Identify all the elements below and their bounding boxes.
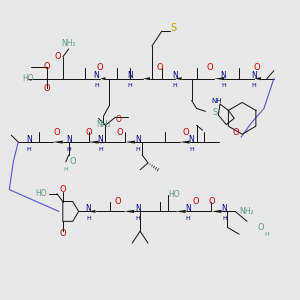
Text: O: O <box>192 197 199 206</box>
Text: N: N <box>189 135 194 144</box>
Text: O: O <box>69 158 76 166</box>
Text: N: N <box>98 135 103 144</box>
Text: NH₂: NH₂ <box>96 120 111 129</box>
Text: O: O <box>55 52 61 62</box>
Text: O: O <box>233 128 239 137</box>
Text: H: H <box>185 216 190 221</box>
Text: N: N <box>26 135 32 144</box>
Text: H: H <box>27 146 32 152</box>
Text: H: H <box>252 83 256 88</box>
Text: H: H <box>265 232 269 237</box>
Text: O: O <box>85 128 92 137</box>
Text: S: S <box>213 108 218 117</box>
Text: N: N <box>185 204 191 213</box>
Polygon shape <box>53 141 63 144</box>
Text: O: O <box>59 229 66 238</box>
Text: NH: NH <box>212 98 222 104</box>
Polygon shape <box>100 77 105 80</box>
Text: S: S <box>171 23 177 33</box>
Text: H: H <box>221 83 226 88</box>
Text: H: H <box>86 216 91 221</box>
Text: O: O <box>96 63 103 72</box>
Polygon shape <box>125 141 135 144</box>
Polygon shape <box>88 141 98 144</box>
Text: H: H <box>98 146 103 152</box>
Text: O: O <box>44 84 50 93</box>
Polygon shape <box>180 141 190 144</box>
Text: O: O <box>54 128 60 137</box>
Text: O: O <box>182 128 189 137</box>
Text: N: N <box>135 135 141 144</box>
Text: N: N <box>251 71 257 80</box>
Polygon shape <box>176 210 186 213</box>
Text: H: H <box>63 167 68 172</box>
Text: N: N <box>94 71 99 80</box>
Polygon shape <box>175 77 182 80</box>
Polygon shape <box>254 77 261 80</box>
Text: O: O <box>258 223 264 232</box>
Text: O: O <box>208 197 215 206</box>
Polygon shape <box>124 210 134 213</box>
Text: HO: HO <box>168 190 180 199</box>
Text: N: N <box>86 204 92 213</box>
Polygon shape <box>212 210 221 213</box>
Text: H: H <box>94 83 99 88</box>
Polygon shape <box>88 210 95 213</box>
Text: N: N <box>172 71 178 80</box>
Text: NH₂: NH₂ <box>61 38 76 47</box>
Text: H: H <box>136 216 140 221</box>
Text: O: O <box>115 197 122 206</box>
Text: O: O <box>59 185 66 194</box>
Text: O: O <box>117 128 124 137</box>
Text: O: O <box>157 63 163 72</box>
Text: H: H <box>136 146 140 152</box>
Text: HO: HO <box>35 189 47 198</box>
Text: N: N <box>127 71 133 80</box>
Text: H: H <box>66 146 71 152</box>
Text: H: H <box>172 83 177 88</box>
Text: H: H <box>128 83 133 88</box>
Polygon shape <box>143 77 150 80</box>
Text: H: H <box>222 216 227 221</box>
Text: O: O <box>116 115 121 124</box>
Text: H: H <box>189 146 194 152</box>
Text: NH₂: NH₂ <box>239 207 254 216</box>
Text: N: N <box>135 204 141 213</box>
Text: O: O <box>44 62 50 71</box>
Text: O: O <box>254 63 260 72</box>
Text: N: N <box>220 71 226 80</box>
Text: N: N <box>221 204 227 213</box>
Polygon shape <box>214 77 224 80</box>
Text: HO: HO <box>22 74 34 83</box>
Text: O: O <box>206 63 213 72</box>
Text: N: N <box>66 135 72 144</box>
